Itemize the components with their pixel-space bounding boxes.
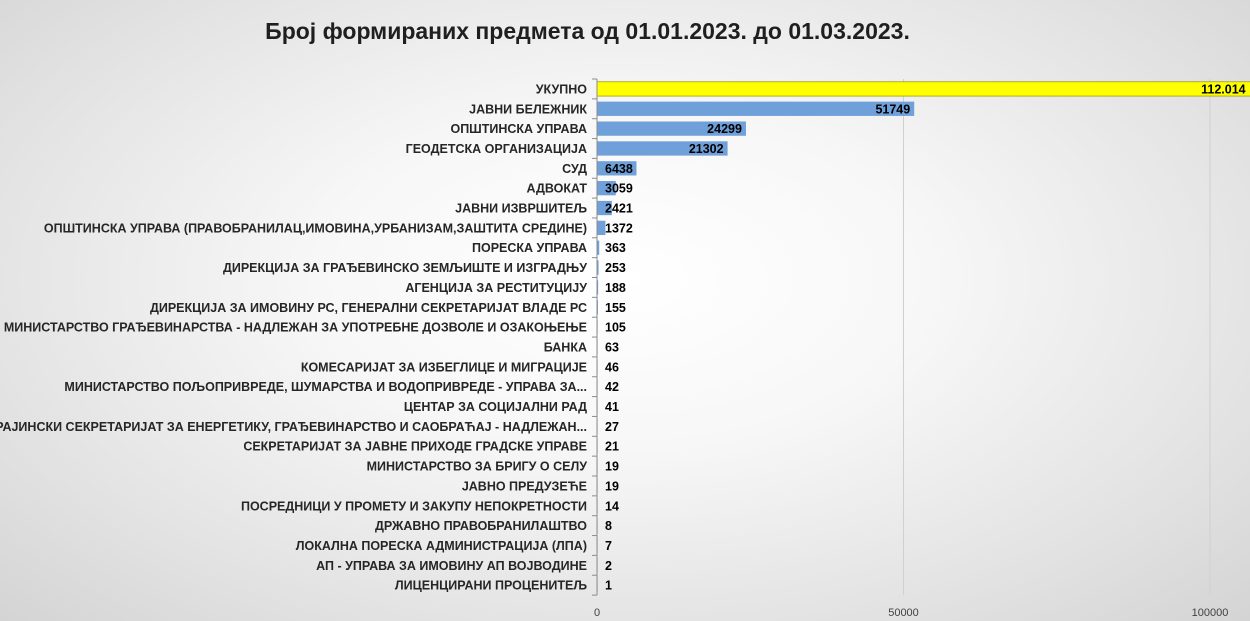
category-label: МИНИСТАРСТВО ПОЉОПРИВРЕДЕ, ШУМАРСТВА И В… [64, 380, 587, 394]
bar [597, 101, 915, 116]
value-label: 27 [605, 420, 619, 434]
category-label: ДИРЕКЦИЈА ЗА ГРАЂЕВИНСКО ЗЕМЉИШТЕ И ИЗГР… [223, 261, 587, 275]
value-label: 1372 [605, 221, 633, 235]
category-label: ЛОКАЛНА ПОРЕСКА АДМИНИСТРАЦИЈА (ЛПА) [296, 539, 587, 553]
value-label: 105 [605, 321, 626, 335]
category-label: БАНКА [544, 340, 587, 354]
category-label: ГЕОДЕТСКА ОРГАНИЗАЦИЈА [406, 142, 587, 156]
value-label: 155 [605, 301, 626, 315]
category-label: ЛИЦЕНЦИРАНИ ПРОЦЕНИТЕЉ [395, 579, 587, 593]
value-label: 6438 [605, 162, 633, 176]
value-label: 63 [605, 340, 619, 354]
bar [597, 260, 599, 275]
bar [597, 181, 616, 196]
category-label: ПОКРАЈИНСКИ СЕКРЕТАРИЈАТ ЗА ЕНЕРГЕТИКУ, … [0, 420, 587, 434]
value-label: 14 [605, 499, 619, 513]
x-tick-label: 50000 [888, 607, 919, 619]
value-label: 7 [605, 539, 612, 553]
value-label: 24299 [707, 122, 742, 136]
category-label: АДВОКАТ [526, 182, 587, 196]
value-label: 3059 [605, 182, 633, 196]
category-label: ОПШТИНСКА УПРАВА [450, 122, 587, 136]
value-label: 1 [605, 579, 612, 593]
bar [597, 141, 728, 156]
grid-layer [903, 79, 1211, 596]
value-label: 41 [605, 400, 619, 414]
label-layer: 0 50000 100000 УКУПНО 112.014 ЈАВНИ БЕЛЕЖНИК 5… [0, 82, 1246, 619]
bar [597, 200, 612, 216]
value-label: 19 [605, 460, 619, 474]
bar [597, 121, 746, 136]
category-label: ЈАВНИ БЕЛЕЖНИК [469, 102, 587, 116]
value-label: 8 [605, 519, 612, 533]
value-label: 19 [605, 479, 619, 493]
category-label: АП - УПРАВА ЗА ИМОВИНУ АП ВОЈВОДИНЕ [316, 559, 587, 573]
category-label: ОПШТИНСКА УПРАВА (ПРАВОБРАНИЛАЦ,ИМОВИНА,… [44, 221, 587, 235]
value-label: 21302 [689, 142, 724, 156]
value-label: 51749 [875, 102, 910, 116]
category-label: ЦЕНТАР ЗА СОЦИЈАЛНИ РАД [404, 400, 587, 414]
chart-title: Број формираних предмета од 01.01.2023. … [265, 18, 910, 44]
value-label: 112.014 [1201, 82, 1246, 96]
bar-total [596, 81, 1250, 97]
category-label: СЕКРЕТАРИЈАТ ЗА ЈАВНЕ ПРИХОДЕ ГРАДСКЕ УП… [243, 440, 587, 454]
category-label: ПОРЕСКА УПРАВА [472, 241, 587, 255]
category-label: ПОСРЕДНИЦИ У ПРОМЕТУ И ЗАКУПУ НЕПОКРЕТНО… [241, 499, 587, 513]
category-label: ЈАВНИ ИЗВРШИТЕЉ [455, 202, 587, 216]
value-label: 42 [605, 380, 619, 394]
bar-layer [596, 81, 1250, 593]
category-label: МИНИСТАРСТВО ГРАЂЕВИНАРСТВА - НАДЛЕЖАН З… [4, 321, 587, 335]
category-label: ДИРЕКЦИЈА ЗА ИМОВИНУ РС, ГЕНЕРАЛНИ СЕКРЕ… [150, 301, 587, 315]
category-label: КОМЕСАРИЈАТ ЗА ИЗБЕГЛИЦЕ И МИГРАЦИЈЕ [301, 360, 587, 374]
category-label: МИНИСТАРСТВО ЗА БРИГУ О СЕЛУ [367, 460, 588, 474]
bar [597, 220, 606, 236]
category-label: ДРЖАВНО ПРАВОБРАНИЛАШТВО [375, 519, 587, 533]
bar [597, 240, 600, 255]
x-tick-label: 100000 [1192, 607, 1229, 619]
value-label: 2 [605, 559, 612, 573]
x-tick-label: 0 [594, 607, 600, 619]
value-label: 363 [605, 241, 626, 255]
category-label: АГЕНЦИЈА ЗА РЕСТИТУЦИЈУ [405, 281, 587, 295]
value-label: 188 [605, 281, 626, 295]
value-label: 21 [605, 440, 619, 454]
category-label: ЈАВНО ПРЕДУЗЕЋЕ [462, 479, 587, 493]
category-label: УКУПНО [536, 82, 588, 96]
value-label: 253 [605, 261, 626, 275]
category-label: СУД [562, 162, 587, 176]
bar [597, 280, 599, 295]
value-label: 2421 [605, 202, 633, 216]
axis-layer [592, 78, 598, 596]
value-label: 46 [605, 360, 619, 374]
bar [597, 161, 637, 176]
